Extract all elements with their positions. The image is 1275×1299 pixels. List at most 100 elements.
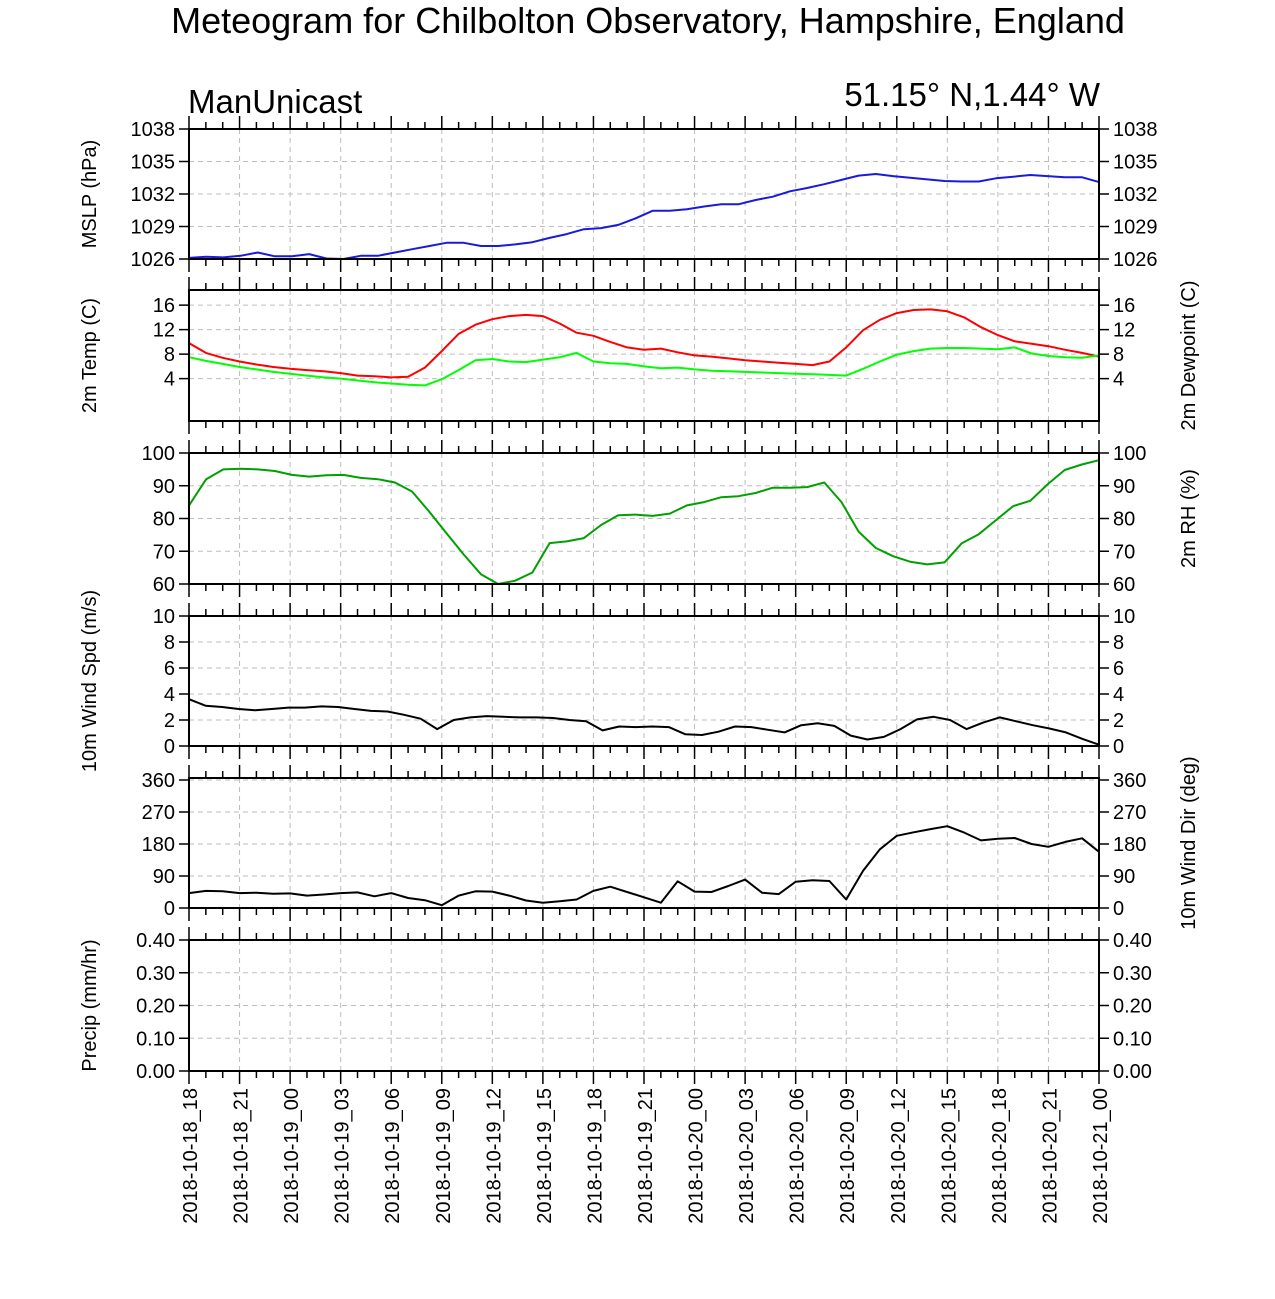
- y-tick-label-right: 360: [1113, 770, 1146, 792]
- location-label: 51.15° N,1.44° W: [844, 76, 1101, 113]
- y-axis-label-left: 2m Temp (C): [79, 298, 101, 413]
- y-tick-label-left: 8: [164, 344, 175, 366]
- y-tick-label-right: 180: [1113, 834, 1146, 856]
- y-tick-label-right: 70: [1113, 541, 1135, 563]
- y-axis-label-right: 2m RH (%): [1178, 469, 1200, 568]
- y-tick-label-right: 4: [1113, 684, 1124, 706]
- chart-title: Meteogram for Chilbolton Observatory, Ha…: [171, 0, 1125, 41]
- y-tick-label-left: 1035: [131, 152, 176, 174]
- y-tick-label-right: 0: [1113, 736, 1124, 758]
- y-tick-label-left: 90: [153, 476, 175, 498]
- y-tick-label-right: 0.40: [1113, 930, 1152, 952]
- x-tick-label: 2018-10-20_03: [736, 1088, 758, 1224]
- panel-frame: [188, 939, 1100, 1072]
- y-tick-label-left: 16: [153, 295, 175, 317]
- y-tick-label-right: 1032: [1113, 184, 1158, 206]
- y-tick-label-right: 0.20: [1113, 996, 1152, 1018]
- x-tick-label: 2018-10-20_09: [837, 1088, 859, 1224]
- y-axis-label-left: 10m Wind Spd (m/s): [79, 590, 101, 772]
- y-axis-label-right: 10m Wind Dir (deg): [1178, 756, 1200, 929]
- y-tick-label-left: 1029: [131, 217, 176, 239]
- y-tick-label-right: 1026: [1113, 249, 1158, 271]
- y-tick-label-left: 0.40: [136, 930, 175, 952]
- y-tick-label-left: 2: [164, 710, 175, 732]
- x-tick-label: 2018-10-20_00: [686, 1088, 708, 1224]
- y-tick-label-right: 0.00: [1113, 1061, 1152, 1083]
- y-tick-label-right: 8: [1113, 344, 1124, 366]
- y-tick-label-right: 90: [1113, 476, 1135, 498]
- series-line-1: [188, 346, 1100, 387]
- x-tick-label: 2018-10-19_09: [433, 1088, 455, 1224]
- x-tick-label: 2018-10-19_00: [281, 1088, 303, 1224]
- panel-frame: [188, 128, 1100, 260]
- y-tick-label-left: 6: [164, 658, 175, 680]
- y-tick-label-right: 10: [1113, 606, 1135, 628]
- panel-2: 60 60 70 70 80 80 90 90 100 100 2m RH (%): [142, 440, 1200, 597]
- y-tick-label-right: 1029: [1113, 217, 1158, 239]
- y-tick-label-left: 4: [164, 369, 175, 391]
- series-line-0: [188, 459, 1100, 585]
- x-tick-label: 2018-10-20_12: [888, 1088, 910, 1224]
- y-tick-label-right: 80: [1113, 509, 1135, 531]
- y-tick-label-right: 6: [1113, 658, 1124, 680]
- panel-frame: [188, 289, 1100, 422]
- panel-0: 1026 1026 1029 1029 1032 1032 1035 1035 1038 1038…: [79, 116, 1158, 272]
- panel-3: 0 0 2 2 4 4 6 6 8 8 10 10 10m Wind Spd (m/s): [79, 590, 1135, 772]
- x-tick-label: 2018-10-20_06: [787, 1088, 809, 1224]
- x-axis-labels: 2018-10-18_18 2018-10-18_21 2018-10-19_00 2…: [180, 1088, 1112, 1224]
- y-tick-label-left: 1038: [131, 119, 176, 141]
- y-axis-label-left: MSLP (hPa): [79, 140, 101, 249]
- y-tick-label-left: 0: [164, 736, 175, 758]
- y-tick-label-left: 270: [142, 802, 175, 824]
- y-tick-label-left: 180: [142, 834, 175, 856]
- y-tick-label-left: 12: [153, 320, 175, 342]
- y-tick-label-right: 90: [1113, 866, 1135, 888]
- y-tick-label-left: 0: [164, 898, 175, 920]
- y-tick-label-left: 360: [142, 770, 175, 792]
- y-tick-label-right: 0.10: [1113, 1028, 1152, 1050]
- x-tick-label: 2018-10-19_06: [382, 1088, 404, 1224]
- x-tick-label: 2018-10-19_21: [635, 1088, 657, 1224]
- x-tick-label: 2018-10-18_21: [231, 1088, 253, 1224]
- y-tick-label-left: 1026: [131, 249, 176, 271]
- x-tick-label: 2018-10-18_18: [180, 1088, 202, 1224]
- model-label: ManUnicast: [188, 83, 362, 120]
- x-tick-label: 2018-10-20_18: [989, 1088, 1011, 1224]
- y-tick-label-right: 0: [1113, 898, 1124, 920]
- x-tick-label: 2018-10-19_18: [584, 1088, 606, 1224]
- y-tick-label-right: 100: [1113, 443, 1146, 465]
- y-tick-label-left: 4: [164, 684, 175, 706]
- panel-frame: [188, 452, 1100, 585]
- y-tick-label-right: 270: [1113, 802, 1146, 824]
- x-tick-label: 2018-10-19_12: [483, 1088, 505, 1224]
- y-tick-label-left: 10: [153, 606, 175, 628]
- panel-frame: [188, 777, 1100, 909]
- y-tick-label-left: 80: [153, 509, 175, 531]
- x-tick-label: 2018-10-19_03: [332, 1088, 354, 1224]
- y-tick-label-right: 60: [1113, 574, 1135, 596]
- y-tick-label-left: 70: [153, 541, 175, 563]
- y-tick-label-right: 2: [1113, 710, 1124, 732]
- x-tick-label: 2018-10-19_15: [534, 1088, 556, 1224]
- y-tick-label-left: 90: [153, 866, 175, 888]
- y-tick-label-right: 1035: [1113, 152, 1158, 174]
- series-line-0: [188, 698, 1100, 746]
- y-tick-label-right: 8: [1113, 632, 1124, 654]
- y-tick-label-left: 100: [142, 443, 175, 465]
- x-tick-label: 2018-10-21_00: [1090, 1088, 1112, 1224]
- panel-4: 0 0 90 90 180 180 270 270 360 360 10m Wind Dir (de…: [142, 756, 1200, 929]
- panel-5: 0.00 0.00 0.10 0.10 0.20 0.20 0.30 0.30 0.40 0.40…: [79, 927, 1152, 1084]
- y-tick-label-right: 12: [1113, 320, 1135, 342]
- y-tick-label-left: 0.00: [136, 1061, 175, 1083]
- y-tick-label-left: 0.10: [136, 1028, 175, 1050]
- y-tick-label-left: 60: [153, 574, 175, 596]
- y-axis-label-right: 2m Dewpoint (C): [1178, 280, 1200, 430]
- y-tick-label-left: 0.30: [136, 963, 175, 985]
- y-tick-label-right: 16: [1113, 295, 1135, 317]
- y-tick-label-left: 8: [164, 632, 175, 654]
- series-line-0: [188, 308, 1100, 379]
- y-tick-label-right: 1038: [1113, 119, 1158, 141]
